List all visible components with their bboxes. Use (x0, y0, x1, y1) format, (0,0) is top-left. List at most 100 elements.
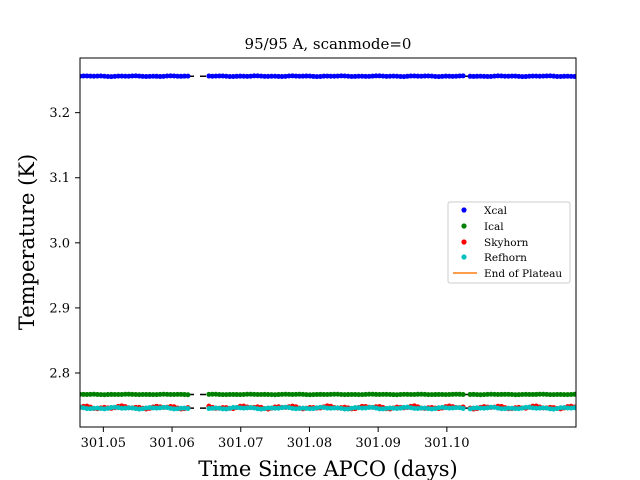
data-point-ical (349, 391, 355, 397)
data-point-ical (303, 392, 309, 398)
data-point-ical (404, 391, 410, 397)
data-point-xcal (181, 73, 187, 79)
data-point-xcal (537, 73, 543, 79)
data-point-xcal (502, 73, 508, 79)
y-tick-label: 2.9 (49, 301, 70, 316)
data-point-ical (390, 392, 396, 398)
data-point-xcal (122, 73, 128, 79)
data-point-xcal (572, 73, 576, 79)
data-point-ical (561, 392, 567, 398)
data-point-refhorn (460, 406, 466, 412)
data-points (80, 73, 576, 412)
data-point-refhorn (84, 406, 90, 412)
data-point-ical (408, 391, 414, 397)
y-axis-ticks: 2.8 2.9 3.0 3.1 3.2 (49, 106, 80, 381)
data-point-ical (80, 391, 86, 397)
data-point-xcal (554, 73, 560, 79)
data-point-ical (84, 391, 90, 397)
y-tick-label: 3.0 (49, 236, 70, 251)
y-tick-label: 3.1 (49, 171, 70, 186)
data-point-ical (443, 392, 449, 398)
legend-marker-xcal (461, 207, 467, 213)
data-point-xcal (276, 73, 282, 79)
data-point-xcal (80, 73, 86, 79)
data-point-ical (384, 391, 389, 397)
legend-marker-ical (461, 223, 467, 229)
plot-area (79, 57, 577, 428)
data-point-xcal (533, 73, 539, 79)
data-point-ical (425, 392, 431, 398)
data-point-ical (429, 392, 435, 398)
legend-label-end-of-plateau: End of Plateau (484, 268, 562, 280)
data-point-ical (366, 391, 372, 397)
data-point-ical (478, 392, 484, 398)
data-point-ical (122, 391, 128, 397)
data-point-ical (112, 391, 118, 397)
data-point-xcal (495, 73, 501, 79)
data-point-ical (307, 392, 313, 398)
data-point-ical (255, 392, 261, 398)
data-point-ical (227, 392, 233, 397)
data-point-ical (87, 391, 93, 397)
data-point-refhorn (418, 405, 424, 411)
data-point-ical (439, 392, 445, 398)
y-tick-label: 3.2 (49, 106, 70, 121)
data-point-refhorn (523, 404, 529, 410)
data-point-ical (558, 391, 564, 397)
data-point-ical (537, 391, 543, 397)
data-point-xcal (356, 73, 362, 79)
data-point-ical (436, 391, 442, 397)
data-point-ical (108, 391, 114, 397)
data-point-refhorn (411, 405, 417, 411)
legend-label-ical: Ical (484, 221, 504, 233)
data-point-ical (432, 392, 438, 398)
data-point-ical (279, 391, 285, 397)
legend-label-refhorn: Refhorn (484, 252, 527, 264)
data-point-xcal (324, 73, 330, 79)
data-point-ical (209, 391, 215, 397)
data-point-xcal (87, 73, 93, 79)
data-point-xcal (157, 73, 163, 79)
data-point-refhorn (272, 405, 278, 411)
data-point-xcal (209, 73, 215, 79)
data-point-xcal (474, 73, 480, 79)
data-point-xcal (460, 73, 466, 79)
data-point-xcal (216, 73, 222, 79)
data-point-refhorn (331, 405, 337, 411)
data-point-ical (168, 391, 174, 397)
x-axis-label: Time Since APCO (days) (198, 457, 457, 480)
legend-box (447, 201, 571, 284)
data-point-ical (342, 392, 348, 398)
data-point-refhorn (377, 406, 383, 412)
data-point-refhorn (572, 405, 576, 411)
data-point-xcal (303, 73, 309, 79)
x-tick-label: 301.10 (424, 436, 470, 451)
data-point-ical (331, 391, 337, 397)
data-point-xcal (485, 74, 491, 80)
x-tick-label: 301.06 (149, 436, 195, 451)
legend-marker-refhorn (461, 254, 467, 260)
data-point-ical (519, 392, 525, 397)
data-point-xcal (338, 73, 344, 79)
data-point-xcal (509, 73, 515, 79)
data-point-xcal (349, 74, 355, 80)
data-point-ical (258, 392, 264, 398)
data-point-ical (460, 391, 466, 397)
data-point-ical (356, 392, 362, 398)
legend-label-skyhorn: Skyhorn (484, 237, 529, 249)
data-point-xcal (384, 73, 389, 79)
data-point-ical (502, 391, 508, 397)
data-point-xcal (251, 73, 257, 79)
data-point-ical (345, 392, 351, 398)
data-point-ical (380, 391, 386, 397)
data-point-refhorn (342, 406, 348, 412)
data-point-ical (140, 392, 146, 397)
data-point-ical (244, 391, 250, 397)
data-point-ical (512, 392, 518, 398)
y-tick-label: 2.8 (49, 366, 70, 381)
data-point-ical (136, 392, 142, 398)
legend: Xcal Ical Skyhorn Refhorn End of Plateau (447, 201, 571, 284)
data-point-ical (467, 391, 473, 397)
data-point-refhorn (265, 405, 271, 411)
